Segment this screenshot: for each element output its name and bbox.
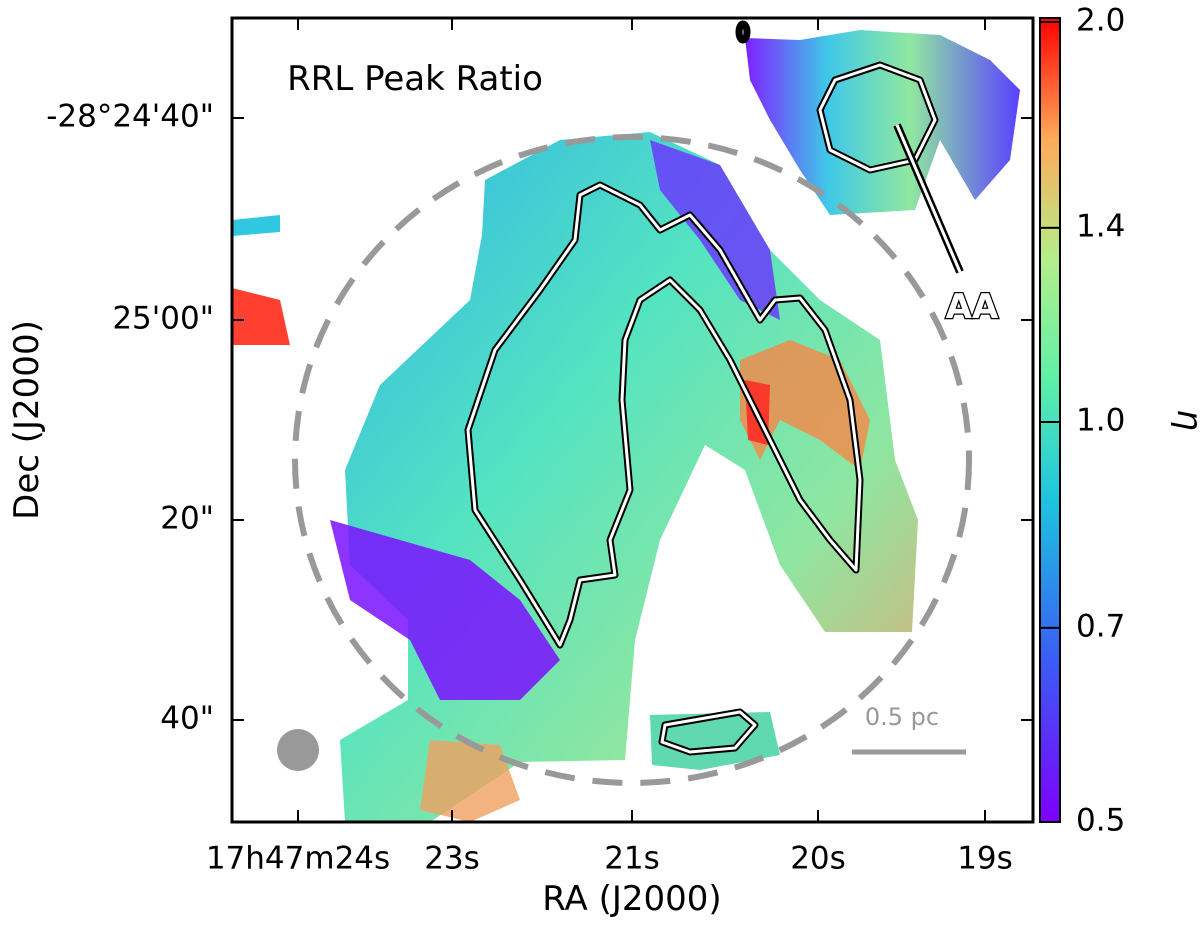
axis-ticks: 17h47m24s 23s 21s 20s 19s -28°24'40" 25'00" 20"… — [46, 3, 1125, 877]
emission-top-right — [745, 30, 1020, 215]
colorbar-tick-label: 0.7 — [1076, 608, 1125, 644]
aperture-circle — [292, 134, 972, 786]
y-tick-label: 40" — [160, 701, 214, 737]
y-tick-label: -28°24'40" — [46, 99, 214, 135]
x-tick-label: 19s — [957, 841, 1013, 877]
x-tick-label: 20s — [790, 841, 846, 877]
x-tick-label: 17h47m24s — [206, 841, 390, 877]
colorbar-tick-label: 2.0 — [1076, 3, 1125, 39]
x-tick-label: 21s — [604, 841, 660, 877]
colorbar-tick-label: 0.5 — [1076, 803, 1125, 839]
emission-purple-ridge — [650, 140, 780, 320]
scale-bar-label: 0.5 pc — [865, 703, 939, 731]
colorbar — [1039, 17, 1061, 823]
colorbar-tick-label: 1.0 — [1076, 403, 1125, 439]
emission-bottom-left — [420, 740, 520, 822]
chart-title: RRL Peak Ratio — [287, 59, 543, 99]
x-tick-label: 23s — [424, 841, 480, 877]
emission-low — [330, 520, 560, 700]
colorbar-label: η — [1169, 409, 1200, 431]
emission-left-top — [232, 215, 280, 236]
pointer-line — [895, 124, 962, 273]
x-axis-label: RA (J2000) — [542, 879, 721, 919]
contours — [464, 20, 939, 756]
emission-bottom — [650, 712, 780, 770]
emission-left — [232, 288, 290, 345]
colorbar-tick-label: 1.4 — [1076, 208, 1125, 244]
y-tick-label: 25'00" — [112, 301, 214, 337]
y-axis-label: Dec (J2000) — [7, 320, 47, 520]
region-label: AA — [946, 287, 999, 327]
beam — [277, 729, 319, 771]
y-tick-label: 20" — [160, 501, 214, 537]
